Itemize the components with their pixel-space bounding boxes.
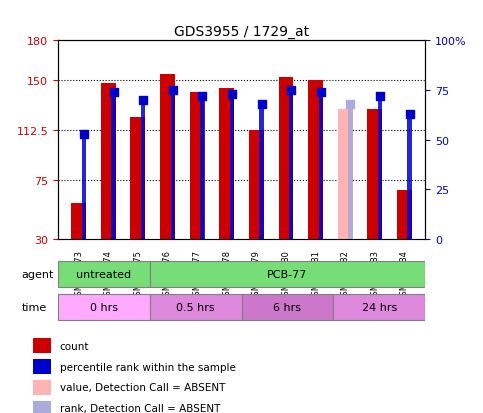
Bar: [319, 93, 323, 240]
Bar: [348, 105, 353, 240]
Bar: [33, 339, 51, 354]
Point: [317, 90, 325, 96]
Text: 0.5 hrs: 0.5 hrs: [176, 303, 215, 313]
Bar: [33, 359, 51, 374]
Bar: [279, 78, 293, 240]
Bar: [112, 93, 116, 240]
Bar: [308, 81, 323, 240]
Bar: [71, 204, 86, 240]
Text: rank, Detection Call = ABSENT: rank, Detection Call = ABSENT: [60, 403, 220, 413]
Bar: [397, 191, 412, 240]
Text: untreated: untreated: [76, 270, 131, 280]
Title: GDS3955 / 1729_at: GDS3955 / 1729_at: [174, 25, 309, 39]
Text: 24 hrs: 24 hrs: [362, 303, 397, 313]
Bar: [58, 295, 150, 320]
Point: [140, 97, 147, 104]
Text: agent: agent: [21, 270, 54, 280]
Bar: [249, 131, 264, 240]
Bar: [170, 91, 175, 240]
Bar: [160, 74, 175, 240]
Point: [199, 93, 206, 100]
Bar: [338, 110, 353, 240]
Point: [347, 102, 355, 108]
Bar: [33, 401, 51, 413]
Bar: [408, 115, 412, 240]
Point: [406, 112, 413, 118]
Bar: [141, 101, 145, 240]
Text: value, Detection Call = ABSENT: value, Detection Call = ABSENT: [60, 382, 225, 392]
Bar: [200, 97, 205, 240]
Point: [169, 88, 177, 94]
Point: [80, 131, 88, 138]
Bar: [150, 262, 425, 287]
Bar: [259, 105, 264, 240]
Point: [376, 93, 384, 100]
Bar: [150, 295, 242, 320]
Bar: [58, 262, 150, 287]
Bar: [333, 295, 425, 320]
Bar: [130, 118, 145, 240]
Bar: [378, 97, 382, 240]
Point: [287, 88, 295, 94]
Text: time: time: [21, 303, 46, 313]
Bar: [230, 95, 234, 240]
Text: 6 hrs: 6 hrs: [273, 303, 301, 313]
Bar: [367, 110, 382, 240]
Point: [228, 92, 236, 98]
Text: PCB-77: PCB-77: [267, 270, 308, 280]
Bar: [101, 83, 116, 240]
Point: [110, 90, 117, 96]
Bar: [242, 295, 333, 320]
Text: count: count: [60, 341, 89, 351]
Text: percentile rank within the sample: percentile rank within the sample: [60, 362, 236, 372]
Bar: [33, 380, 51, 395]
Bar: [219, 89, 234, 240]
Point: [258, 102, 266, 108]
Bar: [190, 93, 204, 240]
Bar: [289, 91, 294, 240]
Text: 0 hrs: 0 hrs: [90, 303, 118, 313]
Bar: [82, 135, 86, 240]
